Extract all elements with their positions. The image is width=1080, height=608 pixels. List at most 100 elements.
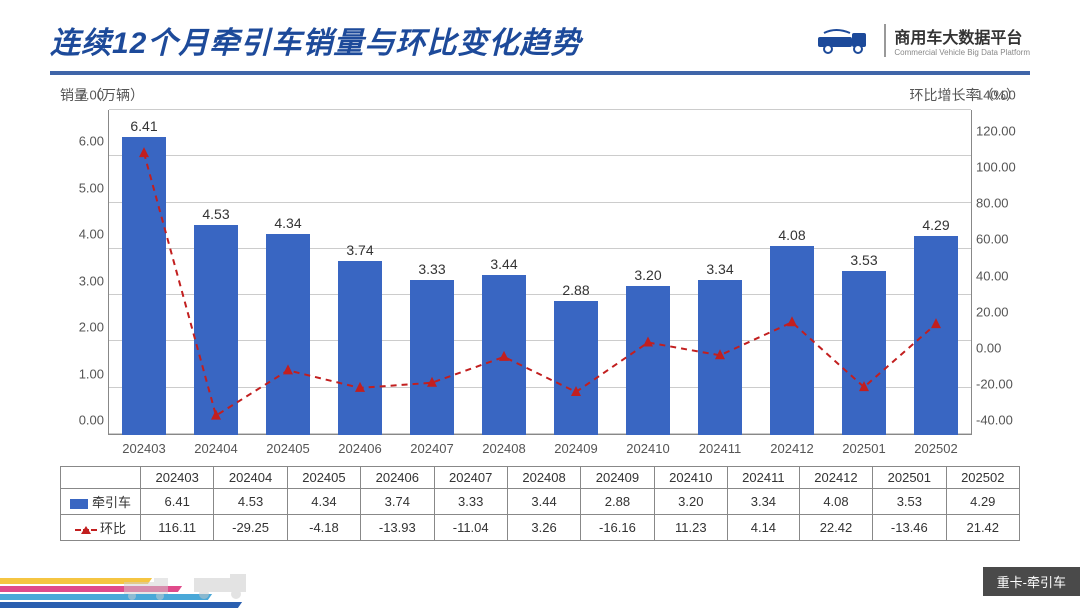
table-cell: 3.26 bbox=[507, 515, 580, 541]
table-cell: 22.42 bbox=[799, 515, 872, 541]
bar-value-label: 4.34 bbox=[252, 215, 324, 231]
y1-tick-label: 3.00 bbox=[60, 273, 104, 288]
bar-value-label: 4.53 bbox=[180, 206, 252, 222]
bar bbox=[194, 225, 237, 435]
bar bbox=[698, 280, 741, 435]
table-cell: -4.18 bbox=[287, 515, 360, 541]
bar-value-label: 4.29 bbox=[900, 217, 972, 233]
table-cell: 4.08 bbox=[799, 489, 872, 515]
footer-decor bbox=[0, 553, 320, 608]
table-header-cell: 202412 bbox=[799, 467, 872, 489]
x-category-label: 202409 bbox=[540, 438, 612, 460]
truck-icon bbox=[190, 568, 260, 602]
table-cell: -11.04 bbox=[434, 515, 507, 541]
table-header-cell: 202408 bbox=[507, 467, 580, 489]
table-header-cell: 202403 bbox=[141, 467, 214, 489]
bar bbox=[482, 275, 525, 435]
y1-tick-label: 0.00 bbox=[60, 413, 104, 428]
brand-block: 商用车大数据平台 Commercial Vehicle Big Data Pla… bbox=[816, 24, 1030, 57]
table-header-cell: 202501 bbox=[873, 467, 946, 489]
bar bbox=[914, 236, 957, 435]
table-cell: 116.11 bbox=[141, 515, 214, 541]
table-cell: 3.74 bbox=[361, 489, 434, 515]
table-cell: -13.93 bbox=[361, 515, 434, 541]
x-category-label: 202406 bbox=[324, 438, 396, 460]
bar bbox=[338, 261, 381, 435]
x-category-label: 202407 bbox=[396, 438, 468, 460]
y2-tick-label: 140.00 bbox=[976, 88, 1020, 103]
legend-bars: 牵引车 bbox=[61, 489, 141, 515]
bar bbox=[410, 280, 453, 435]
legend-line: 环比 bbox=[61, 515, 141, 541]
table-header-cell: 202405 bbox=[287, 467, 360, 489]
bar-value-label: 3.44 bbox=[468, 256, 540, 272]
truck-icon bbox=[120, 572, 180, 602]
table-cell: 3.34 bbox=[728, 489, 800, 515]
table-cell: 2.88 bbox=[581, 489, 654, 515]
table-header-cell: 202406 bbox=[361, 467, 434, 489]
bar-value-label: 3.20 bbox=[612, 267, 684, 283]
table-cell: 4.34 bbox=[287, 489, 360, 515]
table-cell: -29.25 bbox=[214, 515, 287, 541]
x-category-label: 202408 bbox=[468, 438, 540, 460]
bar bbox=[266, 234, 309, 436]
x-category-label: 202404 bbox=[180, 438, 252, 460]
bar-value-label: 3.74 bbox=[324, 242, 396, 258]
y1-tick-label: 7.00 bbox=[60, 88, 104, 103]
y2-tick-label: 80.00 bbox=[976, 196, 1020, 211]
y2-tick-label: 40.00 bbox=[976, 268, 1020, 283]
y2-tick-label: -20.00 bbox=[976, 376, 1020, 391]
bar bbox=[626, 286, 669, 435]
y2-tick-label: -40.00 bbox=[976, 413, 1020, 428]
x-category-label: 202412 bbox=[756, 438, 828, 460]
table-cell: 4.14 bbox=[728, 515, 800, 541]
table-cell: 3.20 bbox=[654, 489, 727, 515]
table-header-cell: 202502 bbox=[946, 467, 1019, 489]
x-category-label: 202501 bbox=[828, 438, 900, 460]
bar-value-label: 3.53 bbox=[828, 252, 900, 268]
y1-tick-label: 5.00 bbox=[60, 180, 104, 195]
table-cell: 3.33 bbox=[434, 489, 507, 515]
bar bbox=[122, 137, 165, 435]
bar bbox=[770, 246, 813, 435]
y2-tick-label: 120.00 bbox=[976, 124, 1020, 139]
bar bbox=[842, 271, 885, 435]
y1-tick-label: 4.00 bbox=[60, 227, 104, 242]
x-category-label: 202411 bbox=[684, 438, 756, 460]
table-cell: 11.23 bbox=[654, 515, 727, 541]
footer-tag: 重卡-牵引车 bbox=[983, 567, 1080, 596]
table-cell: 3.44 bbox=[507, 489, 580, 515]
table-cell: 4.29 bbox=[946, 489, 1019, 515]
table-cell: 4.53 bbox=[214, 489, 287, 515]
y1-tick-label: 2.00 bbox=[60, 320, 104, 335]
x-category-label: 202403 bbox=[108, 438, 180, 460]
y1-tick-label: 6.00 bbox=[60, 134, 104, 149]
table-cell: 6.41 bbox=[141, 489, 214, 515]
y2-tick-label: 100.00 bbox=[976, 160, 1020, 175]
table-header-cell: 202410 bbox=[654, 467, 727, 489]
brand-name-en: Commercial Vehicle Big Data Platform bbox=[894, 48, 1030, 57]
table-header-cell: 202411 bbox=[728, 467, 800, 489]
brand-logo-icon bbox=[816, 25, 876, 55]
table-header-cell: 202404 bbox=[214, 467, 287, 489]
bar bbox=[554, 301, 597, 435]
brand-name-cn: 商用车大数据平台 bbox=[894, 24, 1030, 48]
x-category-label: 202410 bbox=[612, 438, 684, 460]
table-cell: 21.42 bbox=[946, 515, 1019, 541]
table-cell: 3.53 bbox=[873, 489, 946, 515]
table-header-cell: 202407 bbox=[434, 467, 507, 489]
bar-value-label: 3.34 bbox=[684, 261, 756, 277]
bar-value-label: 6.41 bbox=[108, 118, 180, 134]
y1-tick-label: 1.00 bbox=[60, 366, 104, 381]
x-category-label: 202405 bbox=[252, 438, 324, 460]
bar-value-label: 3.33 bbox=[396, 261, 468, 277]
data-table: 202403202404202405202406202407202408 2024… bbox=[60, 466, 1020, 541]
table-cell: -13.46 bbox=[873, 515, 946, 541]
x-category-label: 202502 bbox=[900, 438, 972, 460]
y2-tick-label: 20.00 bbox=[976, 304, 1020, 319]
chart-title: 连续12个月牵引车销量与环比变化趋势 bbox=[50, 18, 581, 62]
y2-tick-label: 60.00 bbox=[976, 232, 1020, 247]
table-cell: -16.16 bbox=[581, 515, 654, 541]
title-underline bbox=[50, 71, 1030, 75]
y2-tick-label: 0.00 bbox=[976, 340, 1020, 355]
